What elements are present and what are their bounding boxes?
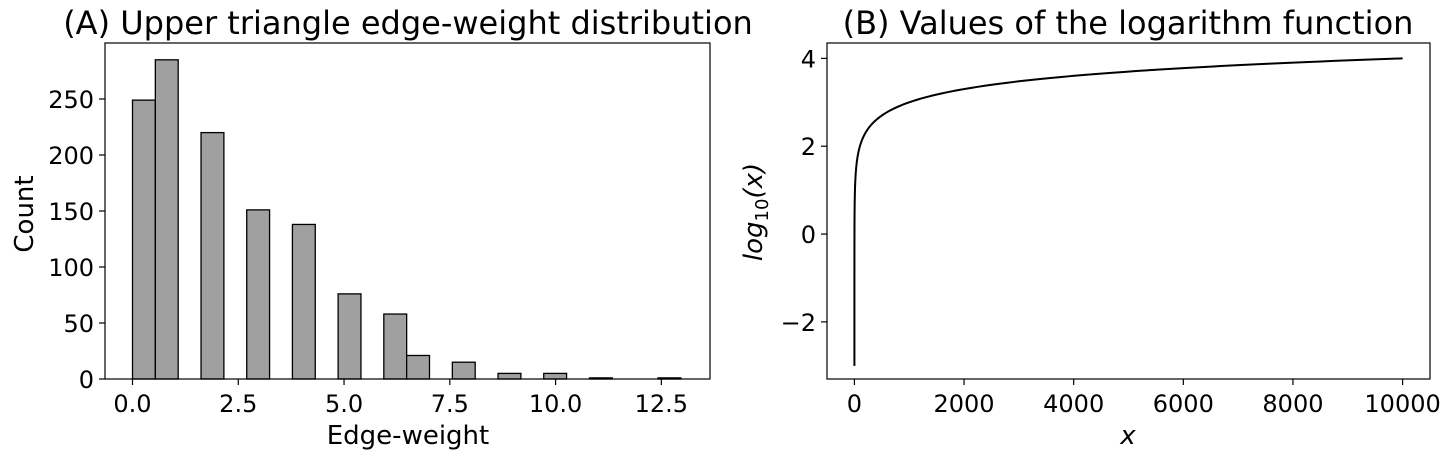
histogram-bar (406, 354, 431, 380)
y-tick-label: 200 (48, 142, 94, 170)
y-tick-label: 0 (801, 221, 816, 249)
x-tick-label: 12.5 (635, 390, 688, 418)
y-tick-label: 100 (48, 254, 94, 282)
x-tick-label: 0.0 (113, 390, 151, 418)
histogram-bar (200, 131, 225, 380)
panel-b-y-label-base: log (739, 221, 769, 261)
panel-b-axes-frame (826, 42, 1431, 380)
histogram-bar (543, 372, 568, 380)
x-tick-label: 4000 (1043, 390, 1104, 418)
panel-b-line-chart: (B) Values of the logarithm function 0 20… (739, 4, 1441, 451)
x-tick-label: 7.5 (431, 390, 469, 418)
x-tick-label: 6000 (1153, 390, 1214, 418)
x-tick-label: 10000 (1364, 390, 1440, 418)
panel-a-title: (A) Upper triangle edge-weight distribut… (63, 4, 753, 42)
histogram-bar (451, 361, 476, 380)
y-tick-label: 250 (48, 86, 94, 114)
panel-a-axes-frame (104, 42, 711, 380)
histogram-bar (291, 223, 316, 380)
y-tick-label: 4 (801, 45, 816, 73)
histogram-bar (246, 209, 271, 380)
panel-b-y-label-argument: (x) (739, 163, 769, 199)
histogram-bar (337, 293, 362, 380)
y-tick-label: 0 (79, 366, 94, 394)
panel-b-y-label-subscript: 10 (752, 199, 773, 222)
y-tick-label: 150 (48, 198, 94, 226)
y-tick-label: 2 (801, 133, 816, 161)
x-tick-label: 0 (847, 390, 862, 418)
y-tick-label: −2 (781, 309, 816, 337)
x-tick-label: 8000 (1262, 390, 1323, 418)
panel-b-x-axis-label: x (1119, 421, 1136, 451)
x-tick-label: 2.5 (219, 390, 257, 418)
x-tick-label: 2000 (934, 390, 995, 418)
y-tick-label: 50 (63, 310, 94, 338)
panel-a-x-ticks: 0.0 2.5 5.0 7.5 10.0 12.5 (113, 379, 688, 418)
panel-a-y-ticks: 0 50 100 150 200 250 (48, 86, 105, 394)
panel-b-y-axis-label: log10(x) (739, 163, 773, 261)
histogram-bar (497, 372, 522, 380)
panel-a-histogram: (A) Upper triangle edge-weight distribut… (10, 4, 753, 451)
panel-b-title: (B) Values of the logarithm function (843, 4, 1414, 42)
panel-a-bars (131, 59, 682, 380)
panel-a-x-axis-label: Edge-weight (327, 421, 489, 451)
x-tick-label: 10.0 (529, 390, 582, 418)
histogram-bar (131, 99, 156, 380)
panel-b-y-ticks: −2 0 2 4 (781, 45, 827, 337)
panel-b-x-ticks: 0 2000 4000 6000 8000 10000 (847, 379, 1441, 418)
x-tick-label: 5.0 (325, 390, 363, 418)
panel-b-log-curve (853, 57, 1403, 366)
histogram-bar (383, 313, 408, 380)
histogram-bar (154, 59, 179, 380)
panel-a-y-axis-label: Count (10, 175, 40, 252)
